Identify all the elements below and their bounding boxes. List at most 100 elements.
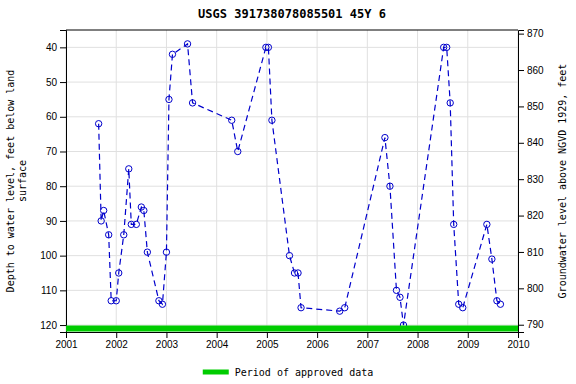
tick-label: 2006	[306, 339, 329, 350]
tick-label: 2008	[407, 339, 430, 350]
tick: 70	[46, 146, 66, 157]
tick: 110	[41, 285, 66, 296]
point	[105, 232, 111, 238]
point	[95, 121, 101, 127]
tick-mark	[60, 47, 66, 48]
tick-mark	[60, 117, 66, 118]
tick: 810	[518, 247, 544, 258]
frame-line	[66, 30, 518, 31]
tick: 40	[46, 42, 66, 53]
tick-label: 830	[527, 174, 544, 185]
point	[382, 134, 388, 140]
grid-line	[66, 290, 518, 291]
legend-label: Period of approved data	[235, 367, 373, 378]
tick-label: 2005	[256, 339, 279, 350]
tick-label: 80	[46, 181, 58, 192]
tick-label: 90	[46, 216, 58, 227]
tick-mark	[518, 70, 524, 71]
point	[126, 166, 132, 172]
point	[387, 183, 393, 189]
tick-mark	[267, 332, 268, 338]
tick-label: 110	[41, 285, 57, 296]
legend-item: Period of approved data	[203, 367, 373, 378]
tick-label: 2009	[457, 339, 480, 350]
axis-line	[60, 31, 67, 333]
y2-axis: 790800810820830840850860870	[518, 28, 544, 332]
tick-mark	[518, 288, 524, 289]
tick-label: 40	[46, 42, 58, 53]
point	[456, 301, 462, 307]
point	[342, 305, 348, 311]
point	[451, 221, 457, 227]
grid-line	[66, 151, 518, 152]
grid-line	[367, 30, 368, 332]
tick-label: 2007	[357, 339, 380, 350]
point	[393, 287, 399, 293]
point	[447, 100, 453, 106]
point	[497, 301, 503, 307]
approved-period-bar	[66, 326, 518, 332]
tick: 2009	[457, 332, 480, 350]
axis-line	[519, 31, 525, 333]
point	[144, 249, 150, 255]
tick-label: 70	[46, 146, 58, 157]
tick-mark	[518, 34, 524, 35]
tick-mark	[468, 332, 469, 338]
tick: 2006	[306, 332, 329, 350]
grid-line	[417, 30, 418, 332]
tick-label: 50	[46, 77, 58, 88]
tick-mark	[518, 179, 524, 180]
tick: 2002	[106, 332, 129, 350]
tick: 840	[518, 137, 544, 148]
tick: 2003	[156, 332, 179, 350]
point	[489, 256, 495, 262]
tick-mark	[116, 332, 117, 338]
point	[159, 301, 165, 307]
grid-line	[467, 30, 468, 332]
tick-mark	[60, 325, 66, 326]
point	[169, 51, 175, 57]
point	[100, 207, 106, 213]
point	[113, 298, 119, 304]
tick-label: 870	[527, 28, 544, 39]
tick-mark	[60, 256, 66, 257]
title: USGS 391738078085501 45Y 6	[198, 7, 386, 21]
y-axis-label: Depth to water level, feet below landsur…	[5, 70, 28, 293]
tick-label: 2010	[507, 339, 530, 350]
tick-label: 820	[527, 210, 544, 221]
tick: 2004	[206, 332, 229, 350]
tick: 2010	[507, 332, 530, 350]
plot-area: 2001200220032004200520062007200820092010…	[40, 28, 544, 350]
tick-mark	[418, 332, 419, 338]
grid-line	[66, 116, 518, 117]
tick: 60	[46, 111, 66, 122]
point	[484, 221, 490, 227]
grid-line	[317, 30, 318, 332]
tick-label: 2003	[156, 339, 179, 350]
tick: 100	[40, 250, 66, 261]
point	[229, 117, 235, 123]
point	[166, 96, 172, 102]
grid-line	[66, 325, 518, 326]
point	[98, 218, 104, 224]
tick-mark	[60, 151, 66, 152]
point	[265, 44, 271, 50]
tick-label: 2002	[106, 339, 129, 350]
tick-mark	[518, 216, 524, 217]
tick: 50	[46, 77, 66, 88]
tick: 790	[518, 319, 544, 330]
tick-mark	[518, 252, 524, 253]
tick-mark	[317, 332, 318, 338]
grid-line	[166, 30, 167, 332]
tick: 90	[46, 216, 66, 227]
tick: 800	[518, 283, 544, 294]
point	[295, 270, 301, 276]
point	[397, 294, 403, 300]
tick-label: 2004	[206, 339, 229, 350]
tick: 2008	[407, 332, 430, 350]
tick-label: 120	[40, 320, 57, 331]
tick-label: 100	[40, 250, 57, 261]
tick-mark	[60, 290, 66, 291]
grid-line	[66, 220, 518, 221]
y2-axis-label: Groundwater level above NGVD 1929, feet	[557, 64, 568, 299]
